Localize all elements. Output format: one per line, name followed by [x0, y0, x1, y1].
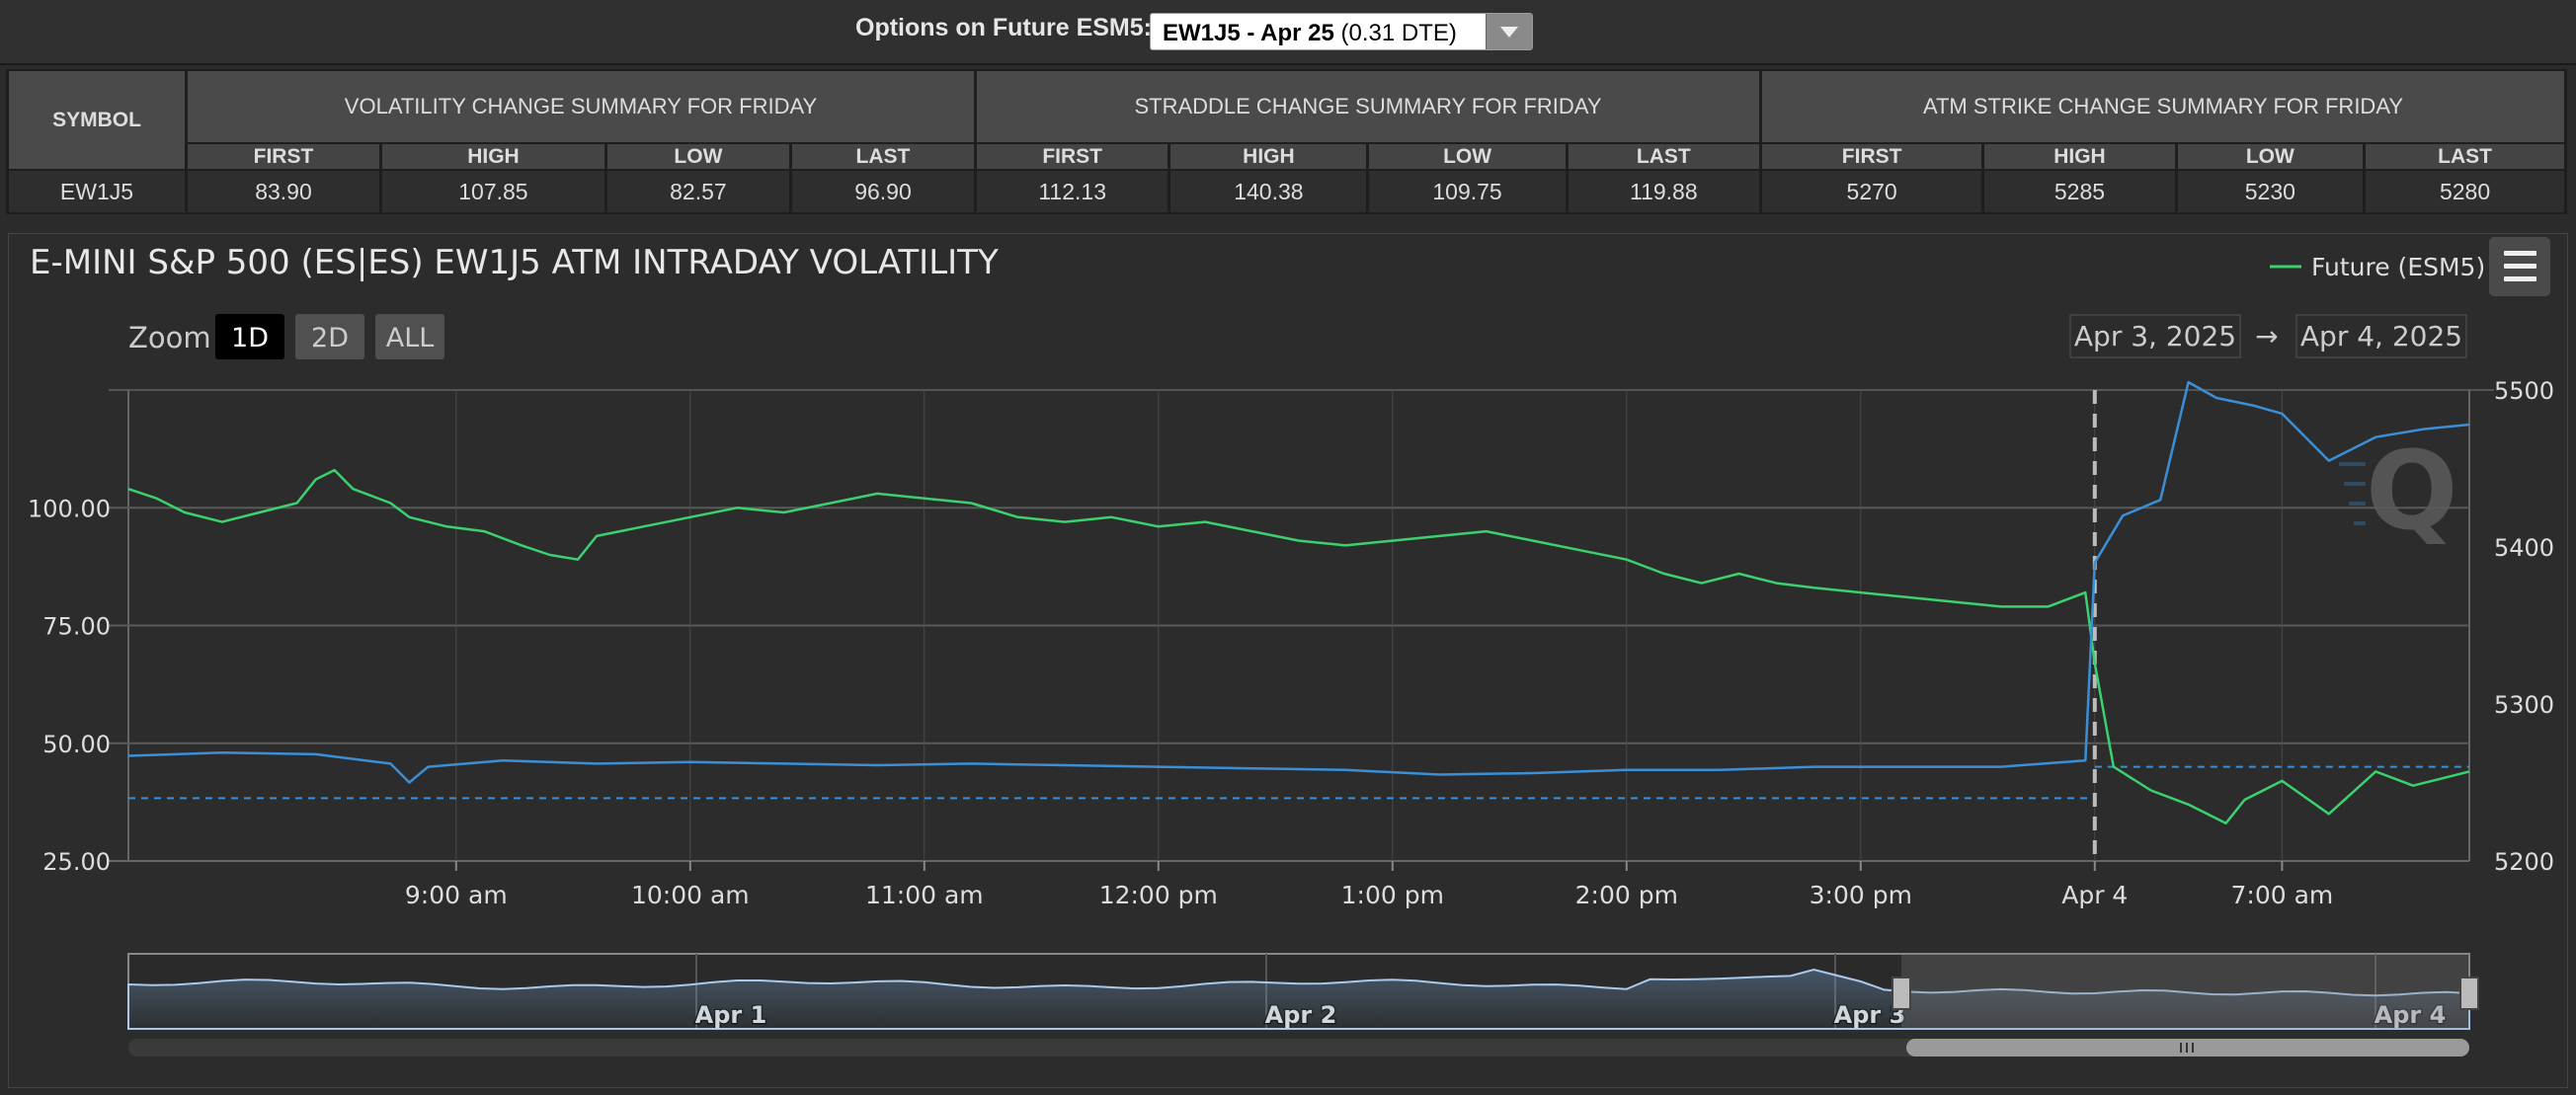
atm-strike-summary-header: ATM STRIKE CHANGE SUMMARY FOR FRIDAY	[1762, 71, 2564, 142]
strike-high-cell: 5285	[1984, 171, 2175, 212]
strike-low-header: LOW	[2177, 144, 2364, 169]
straddle-first-header: FIRST	[977, 144, 1168, 169]
contract-select[interactable]: EW1J5 - Apr 25 (0.31 DTE)	[1150, 13, 1533, 50]
vol-first-header: FIRST	[188, 144, 379, 169]
options-label: Options on Future ESM5:	[855, 14, 1152, 41]
straddle-summary-header: STRADDLE CHANGE SUMMARY FOR FRIDAY	[977, 71, 1759, 142]
chevron-down-icon[interactable]	[1486, 14, 1532, 49]
chart-panel	[8, 233, 2568, 1088]
vol-last-header: LAST	[791, 144, 974, 169]
summary-table: SYMBOL VOLATILITY CHANGE SUMMARY FOR FRI…	[6, 69, 2567, 214]
straddle-last-header: LAST	[1568, 144, 1759, 169]
options-toolbar: Options on Future ESM5: EW1J5 - Apr 25 (…	[0, 0, 2576, 65]
menu-icon	[2504, 251, 2536, 256]
straddle-high-cell: 140.38	[1170, 171, 1367, 212]
volatility-summary-header: VOLATILITY CHANGE SUMMARY FOR FRIDAY	[188, 71, 974, 142]
straddle-low-header: LOW	[1369, 144, 1566, 169]
vol-last-cell: 96.90	[791, 171, 974, 212]
strike-high-header: HIGH	[1984, 144, 2175, 169]
straddle-low-cell: 109.75	[1369, 171, 1566, 212]
strike-first-header: FIRST	[1762, 144, 1982, 169]
symbol-header: SYMBOL	[9, 71, 185, 169]
vol-first-cell: 83.90	[188, 171, 379, 212]
contract-select-dte: (0.31 DTE)	[1333, 20, 1457, 46]
symbol-cell: EW1J5	[9, 171, 185, 212]
strike-last-header: LAST	[2366, 144, 2564, 169]
straddle-high-header: HIGH	[1170, 144, 1367, 169]
vol-high-header: HIGH	[381, 144, 604, 169]
straddle-first-cell: 112.13	[977, 171, 1168, 212]
vol-high-cell: 107.85	[381, 171, 604, 212]
contract-select-value: EW1J5 - Apr 25	[1163, 20, 1334, 46]
strike-low-cell: 5230	[2177, 171, 2364, 212]
chart-menu-button[interactable]	[2489, 237, 2550, 296]
straddle-last-cell: 119.88	[1568, 171, 1759, 212]
vol-low-header: LOW	[606, 144, 789, 169]
strike-first-cell: 5270	[1762, 171, 1982, 212]
vol-low-cell: 82.57	[606, 171, 789, 212]
strike-last-cell: 5280	[2366, 171, 2564, 212]
